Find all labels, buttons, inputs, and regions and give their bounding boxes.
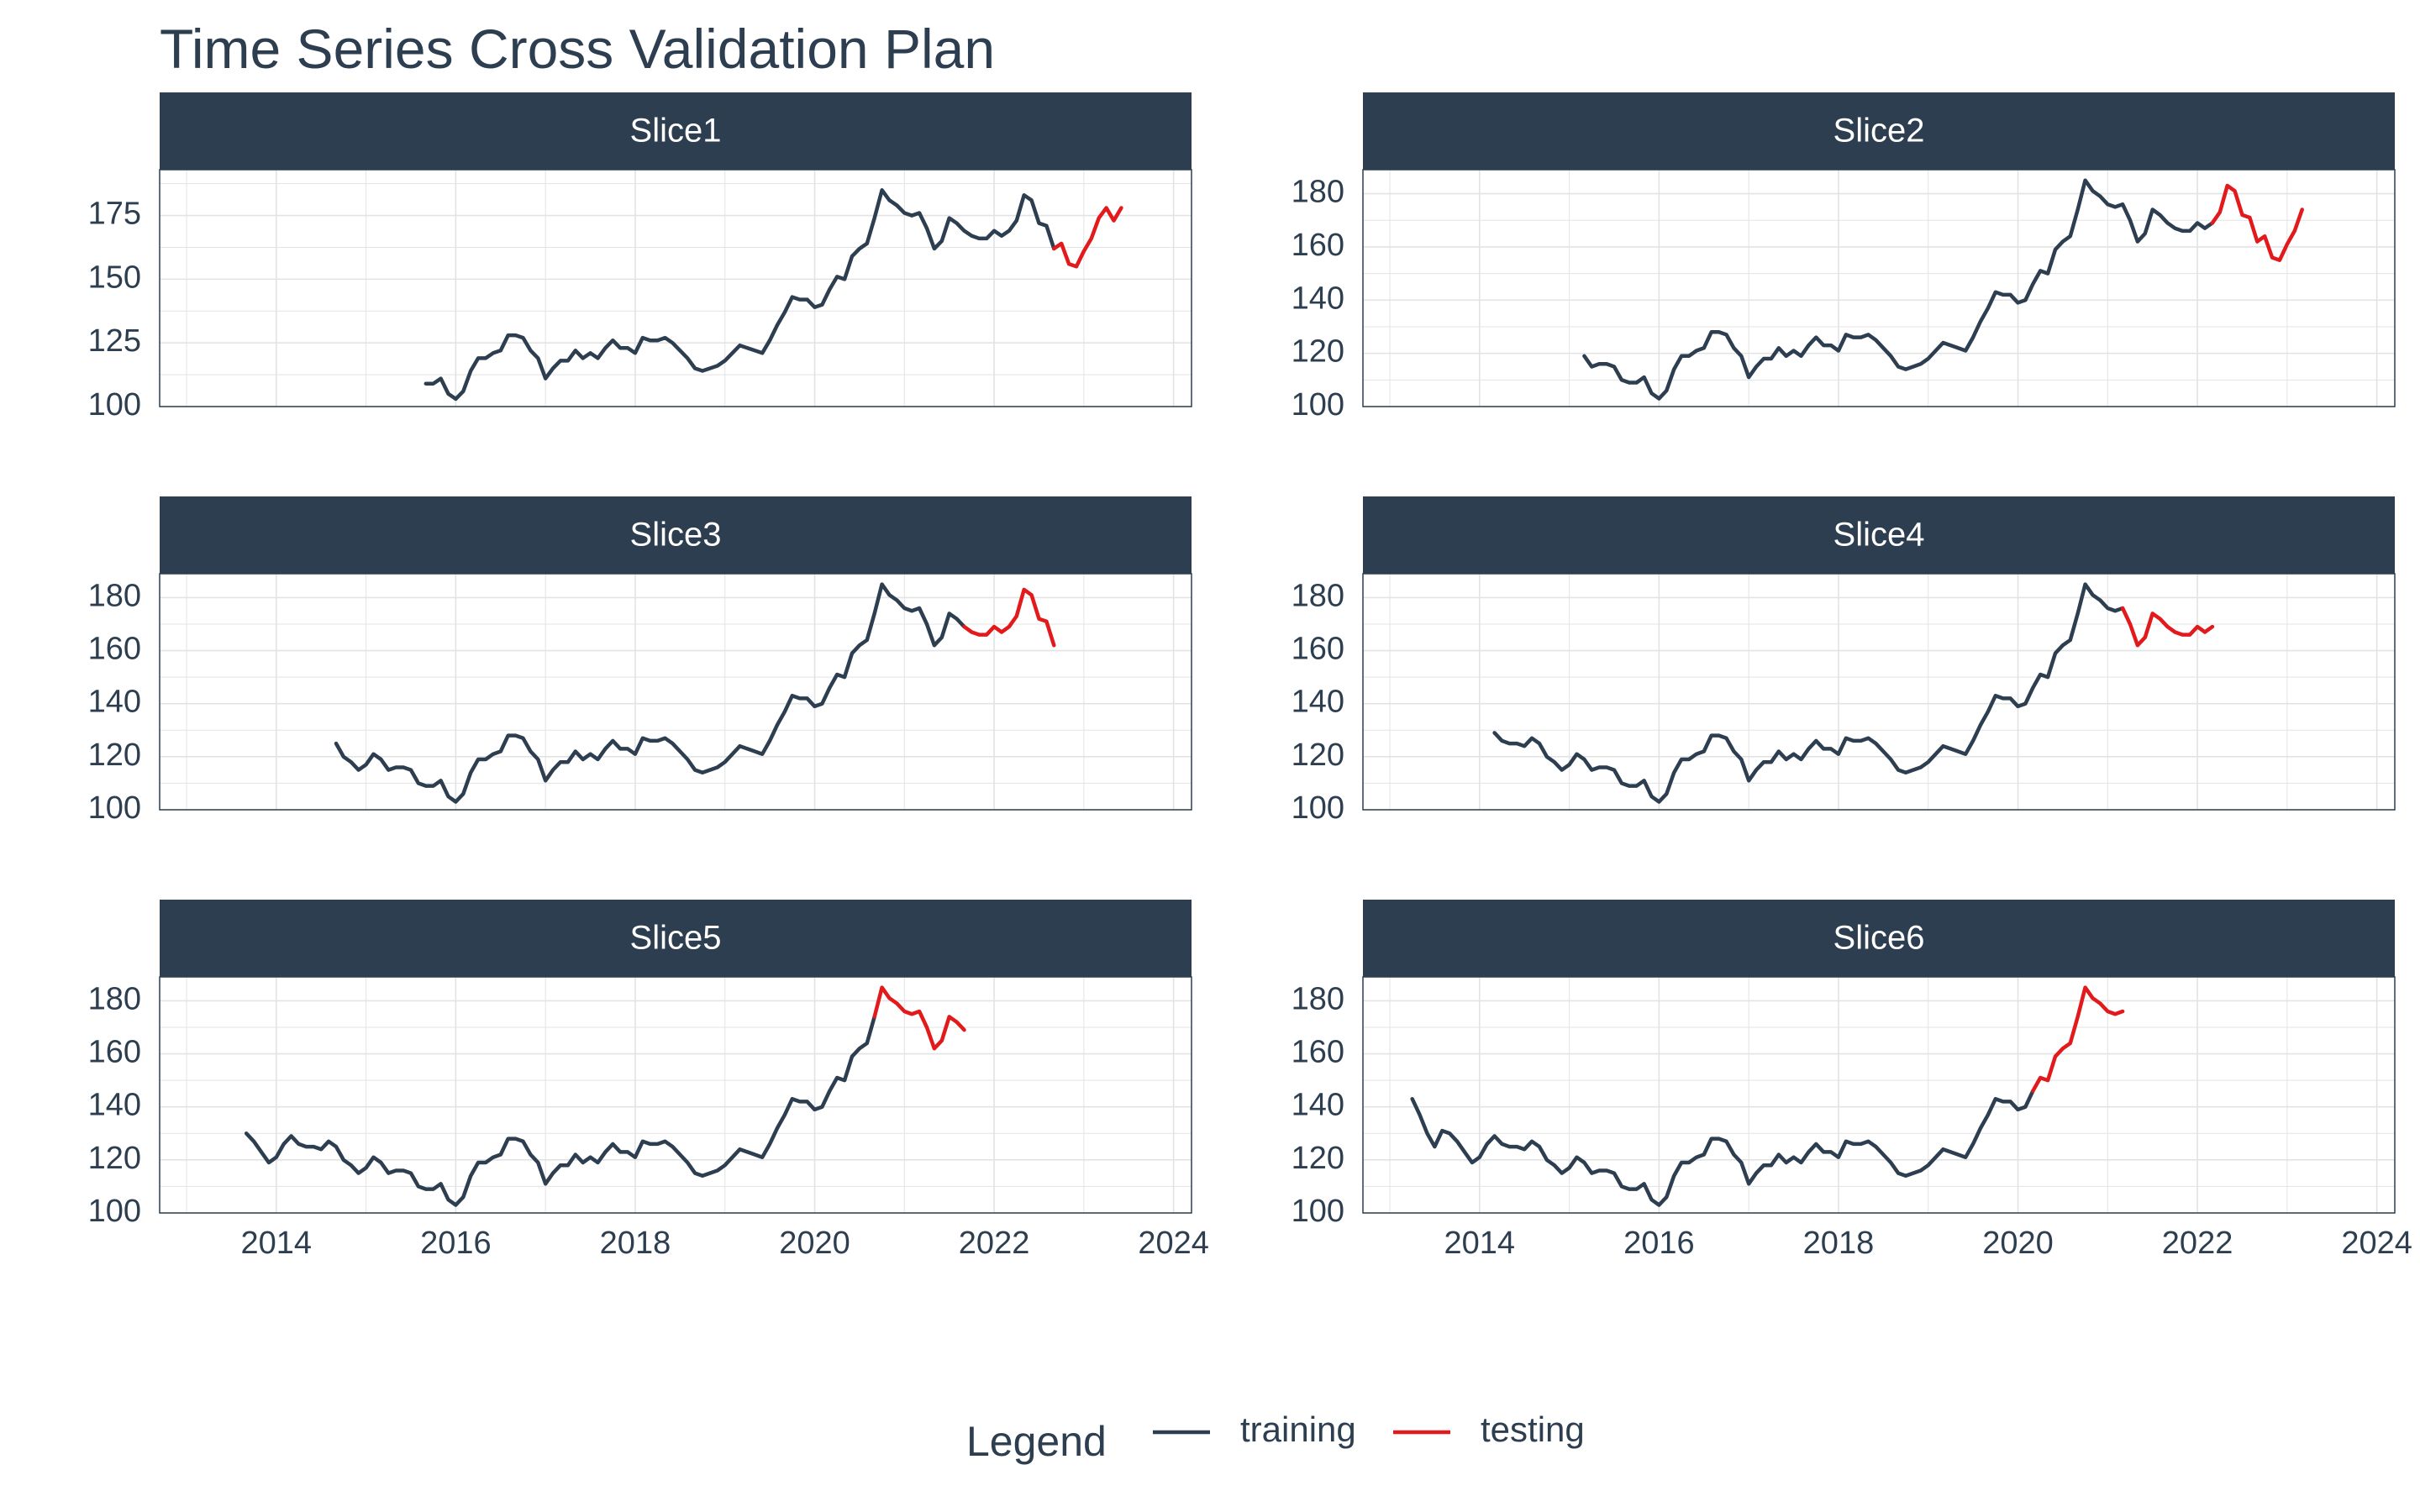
training-series-line [1584, 181, 2212, 399]
y-tick-label: 140 [1292, 1088, 1344, 1123]
facet-panel-2: Slice2 100 120 140 160 180 [1292, 92, 2395, 423]
legend-title: Legend [966, 1418, 1107, 1465]
y-tick-label: 180 [1292, 981, 1344, 1016]
y-tick-label: 120 [1292, 738, 1344, 773]
panel-border [1363, 574, 2395, 810]
facet-panel-4: Slice4 100 120 140 160 180 [1292, 496, 2395, 826]
y-tick-label: 160 [1292, 632, 1344, 667]
y-tick-label: 100 [1292, 387, 1344, 423]
y-tick-label: 120 [88, 1141, 141, 1176]
facet-panel-3: Slice3 100 120 140 160 180 [88, 496, 1192, 826]
facet-strip-label: Slice4 [1833, 517, 1925, 554]
legend: Legend training testing [966, 1410, 1585, 1465]
y-tick-label: 100 [88, 790, 141, 826]
y-tick-label: 100 [88, 387, 141, 423]
y-tick-label: 140 [1292, 281, 1344, 316]
y-tick-label: 160 [88, 632, 141, 667]
y-tick-label: 100 [1292, 1194, 1344, 1229]
y-tick-label: 180 [88, 981, 141, 1016]
x-tick-label: 2020 [1982, 1226, 2054, 1261]
legend-label-testing: testing [1481, 1410, 1585, 1449]
y-tick-label: 120 [1292, 1141, 1344, 1176]
training-series-line [336, 585, 965, 802]
legend-label-training: training [1240, 1410, 1356, 1449]
y-tick-label: 160 [1292, 1035, 1344, 1070]
y-tick-label: 160 [88, 1035, 141, 1070]
x-tick-label: 2024 [2341, 1226, 2412, 1261]
x-tick-label: 2024 [1138, 1226, 1209, 1261]
training-series-line [1495, 585, 2123, 802]
panel-border [160, 977, 1192, 1213]
facet-strip-label: Slice5 [630, 920, 722, 957]
testing-series-line [1054, 208, 1121, 267]
training-series-line [1413, 1091, 2033, 1205]
facet-strip-label: Slice3 [630, 517, 722, 554]
y-tick-label: 180 [1292, 578, 1344, 613]
testing-series-line [2033, 988, 2123, 1091]
x-tick-label: 2018 [600, 1226, 671, 1261]
y-tick-label: 140 [1292, 685, 1344, 720]
y-tick-label: 120 [1292, 334, 1344, 370]
training-series-line [246, 1016, 874, 1205]
y-tick-label: 120 [88, 738, 141, 773]
panel-border [160, 170, 1192, 407]
y-tick-label: 100 [1292, 790, 1344, 826]
panel-border [1363, 977, 2395, 1213]
y-tick-label: 180 [88, 578, 141, 613]
y-tick-label: 100 [88, 1194, 141, 1229]
y-tick-label: 140 [88, 1088, 141, 1123]
facet-strip-label: Slice6 [1833, 920, 1925, 957]
x-tick-label: 2014 [1444, 1226, 1516, 1261]
facet-panel-6: Slice6 100 120 140 160 180 2014 2016 2018 2020 202… [1292, 900, 2412, 1261]
x-tick-label: 2022 [959, 1226, 1030, 1261]
training-series-line [426, 190, 1055, 399]
y-tick-label: 150 [88, 260, 141, 295]
y-tick-label: 180 [1292, 175, 1344, 210]
testing-series-line [2123, 608, 2212, 645]
x-tick-label: 2022 [2162, 1226, 2233, 1261]
y-tick-label: 140 [88, 685, 141, 720]
x-tick-label: 2016 [420, 1226, 492, 1261]
x-tick-label: 2018 [1803, 1226, 1875, 1261]
x-tick-label: 2016 [1623, 1226, 1695, 1261]
x-tick-label: 2020 [779, 1226, 850, 1261]
facet-panel-5: Slice5 100 120 140 160 180 2014 2016 2018 2020 202… [88, 900, 1209, 1261]
facet-strip-label: Slice1 [630, 113, 722, 150]
y-tick-label: 160 [1292, 228, 1344, 263]
x-tick-label: 2014 [241, 1226, 313, 1261]
y-tick-label: 125 [88, 323, 141, 359]
testing-series-line [875, 988, 965, 1049]
facet-panel-1: Slice1 100 125 150 175 [88, 92, 1192, 423]
testing-series-line [2212, 186, 2302, 260]
y-tick-label: 175 [88, 197, 141, 232]
facet-strip-label: Slice2 [1833, 113, 1925, 150]
